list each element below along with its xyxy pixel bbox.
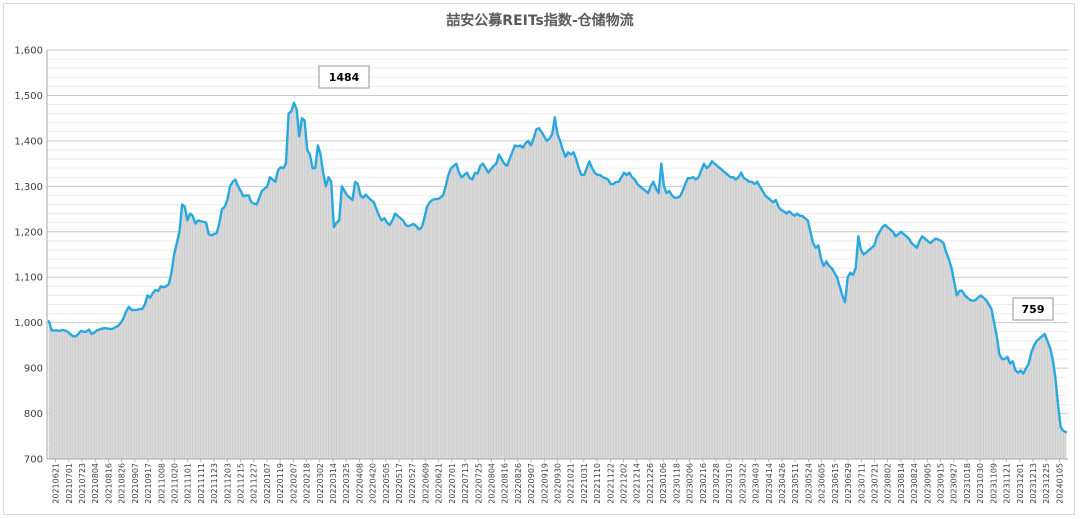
x-tick-label: 20211203 bbox=[223, 463, 232, 504]
x-tick-label: 20231201 bbox=[1016, 463, 1025, 504]
y-tick-label: 1,500 bbox=[14, 91, 43, 102]
y-tick-label: 700 bbox=[24, 455, 43, 466]
x-tick-label: 20230414 bbox=[765, 463, 774, 504]
x-tick-label: 20221122 bbox=[606, 463, 615, 504]
x-tick-label: 20230629 bbox=[844, 463, 853, 504]
x-tick-label: 20230605 bbox=[818, 463, 827, 504]
x-tick-label: 20230322 bbox=[738, 463, 747, 504]
x-tick-label: 20221226 bbox=[646, 463, 655, 504]
x-tick-label: 20211008 bbox=[157, 463, 166, 504]
max-callout-box bbox=[318, 65, 370, 89]
x-tick-label: 20211111 bbox=[197, 463, 206, 504]
x-tick-label: 20230824 bbox=[910, 463, 919, 504]
x-tick-label: 20230814 bbox=[897, 463, 906, 504]
x-tick-label: 20230721 bbox=[871, 463, 880, 504]
x-tick-label: 20230802 bbox=[884, 463, 893, 504]
x-tick-label: 20230228 bbox=[712, 463, 721, 504]
x-tick-label: 20211215 bbox=[237, 463, 246, 504]
max-callout: 1484 bbox=[318, 65, 370, 89]
x-tick-label: 20230426 bbox=[778, 463, 787, 504]
x-tick-label: 20210621 bbox=[52, 463, 61, 504]
x-tick-label: 20211123 bbox=[210, 463, 219, 504]
x-tick-label: 20220107 bbox=[263, 463, 272, 504]
y-tick-label: 1,000 bbox=[14, 318, 43, 329]
x-tick-label: 20210723 bbox=[78, 463, 87, 504]
x-tick-label: 20230118 bbox=[672, 463, 681, 504]
x-tick-label: 20211101 bbox=[184, 463, 193, 504]
y-tick-label: 1,300 bbox=[14, 182, 43, 193]
x-tick-label: 20220408 bbox=[355, 463, 364, 504]
min-callout-box bbox=[1012, 297, 1054, 321]
max-callout-label: 1484 bbox=[329, 71, 360, 84]
x-tick-label: 20221021 bbox=[567, 463, 576, 504]
x-axis: 20210621 20210701 20210723 20210804 20210816… bbox=[47, 458, 1068, 504]
y-axis: 700 800 900 1,000 1,100 1,200 1,300 1,400 1,500 1… bbox=[14, 46, 48, 466]
y-tick-label: 1,400 bbox=[14, 136, 43, 147]
x-tick-label: 20220930 bbox=[554, 463, 563, 504]
x-tick-label: 20221031 bbox=[580, 463, 589, 504]
x-tick-label: 20230915 bbox=[937, 463, 946, 504]
x-tick-label: 20220713 bbox=[461, 463, 470, 504]
x-tick-label: 20230106 bbox=[659, 463, 668, 504]
x-tick-label: 20220207 bbox=[289, 463, 298, 504]
y-tick-label: 800 bbox=[24, 409, 43, 420]
min-callout: 759 bbox=[1012, 297, 1054, 321]
x-tick-label: 20220919 bbox=[540, 463, 549, 504]
x-tick-label: 20230615 bbox=[831, 463, 840, 504]
y-tick-label: 1,200 bbox=[14, 227, 43, 238]
series-line bbox=[47, 101, 1068, 434]
x-tick-label: 20221202 bbox=[620, 463, 629, 504]
x-tick-label: 20211020 bbox=[171, 463, 180, 504]
x-tick-label: 20230206 bbox=[686, 463, 695, 504]
x-tick-label: 20231109 bbox=[989, 463, 998, 504]
x-tick-label: 20220527 bbox=[408, 463, 417, 504]
x-tick-label: 20220314 bbox=[329, 463, 338, 504]
x-tick-label: 20230927 bbox=[950, 463, 959, 504]
x-tick-label: 20230216 bbox=[699, 463, 708, 504]
x-tick-label: 20220609 bbox=[421, 463, 430, 504]
x-tick-label: 20230403 bbox=[752, 463, 761, 504]
x-tick-label: 20220505 bbox=[382, 463, 391, 504]
x-tick-label: 20210816 bbox=[104, 463, 113, 504]
x-tick-label: 20220701 bbox=[448, 463, 457, 504]
x-tick-label: 20211227 bbox=[250, 463, 259, 504]
x-tick-label: 20230711 bbox=[857, 463, 866, 504]
x-tick-label: 20230524 bbox=[804, 463, 813, 504]
x-tick-label: 20220119 bbox=[276, 463, 285, 504]
x-tick-label: 20220816 bbox=[501, 463, 510, 504]
x-tick-label: 20240105 bbox=[1055, 463, 1064, 504]
x-tick-label: 20220302 bbox=[316, 463, 325, 504]
y-tick-label: 900 bbox=[24, 364, 43, 375]
x-tick-label: 20221110 bbox=[593, 463, 602, 504]
x-tick-label: 20220517 bbox=[395, 463, 404, 504]
x-tick-label: 20231030 bbox=[976, 463, 985, 504]
x-tick-label: 20220325 bbox=[342, 463, 351, 504]
x-tick-label: 20220420 bbox=[369, 463, 378, 504]
x-tick-label: 20230511 bbox=[791, 463, 800, 504]
x-tick-label: 20231121 bbox=[1003, 463, 1012, 504]
x-tick-label: 20221214 bbox=[633, 463, 642, 504]
x-tick-label: 20220218 bbox=[303, 463, 312, 504]
x-tick-label: 20220804 bbox=[488, 463, 497, 504]
y-tick-label: 1,100 bbox=[14, 273, 43, 284]
x-tick-label: 20210826 bbox=[118, 463, 127, 504]
x-tick-label: 20231018 bbox=[963, 463, 972, 504]
x-tick-label: 20220826 bbox=[514, 463, 523, 504]
x-tick-label: 20210804 bbox=[91, 463, 100, 504]
x-tick-label: 20220725 bbox=[474, 463, 483, 504]
x-tick-label: 20210907 bbox=[131, 463, 140, 504]
x-tick-label: 20230310 bbox=[725, 463, 734, 504]
x-tick-label: 20231225 bbox=[1042, 463, 1051, 504]
chart-title: 喆安公募REITs指数-仓储物流 bbox=[446, 13, 634, 29]
y-tick-label: 1,600 bbox=[14, 46, 43, 57]
min-callout-label: 759 bbox=[1022, 303, 1045, 316]
series-layer bbox=[47, 101, 1068, 459]
x-tick-label: 20230905 bbox=[923, 463, 932, 504]
x-tick-label: 20220621 bbox=[435, 463, 444, 504]
x-tick-label: 20231213 bbox=[1029, 463, 1038, 504]
x-tick-label: 20220907 bbox=[527, 463, 536, 504]
x-tick-label: 20210917 bbox=[144, 463, 153, 504]
x-tick-label: 20210701 bbox=[65, 463, 74, 504]
